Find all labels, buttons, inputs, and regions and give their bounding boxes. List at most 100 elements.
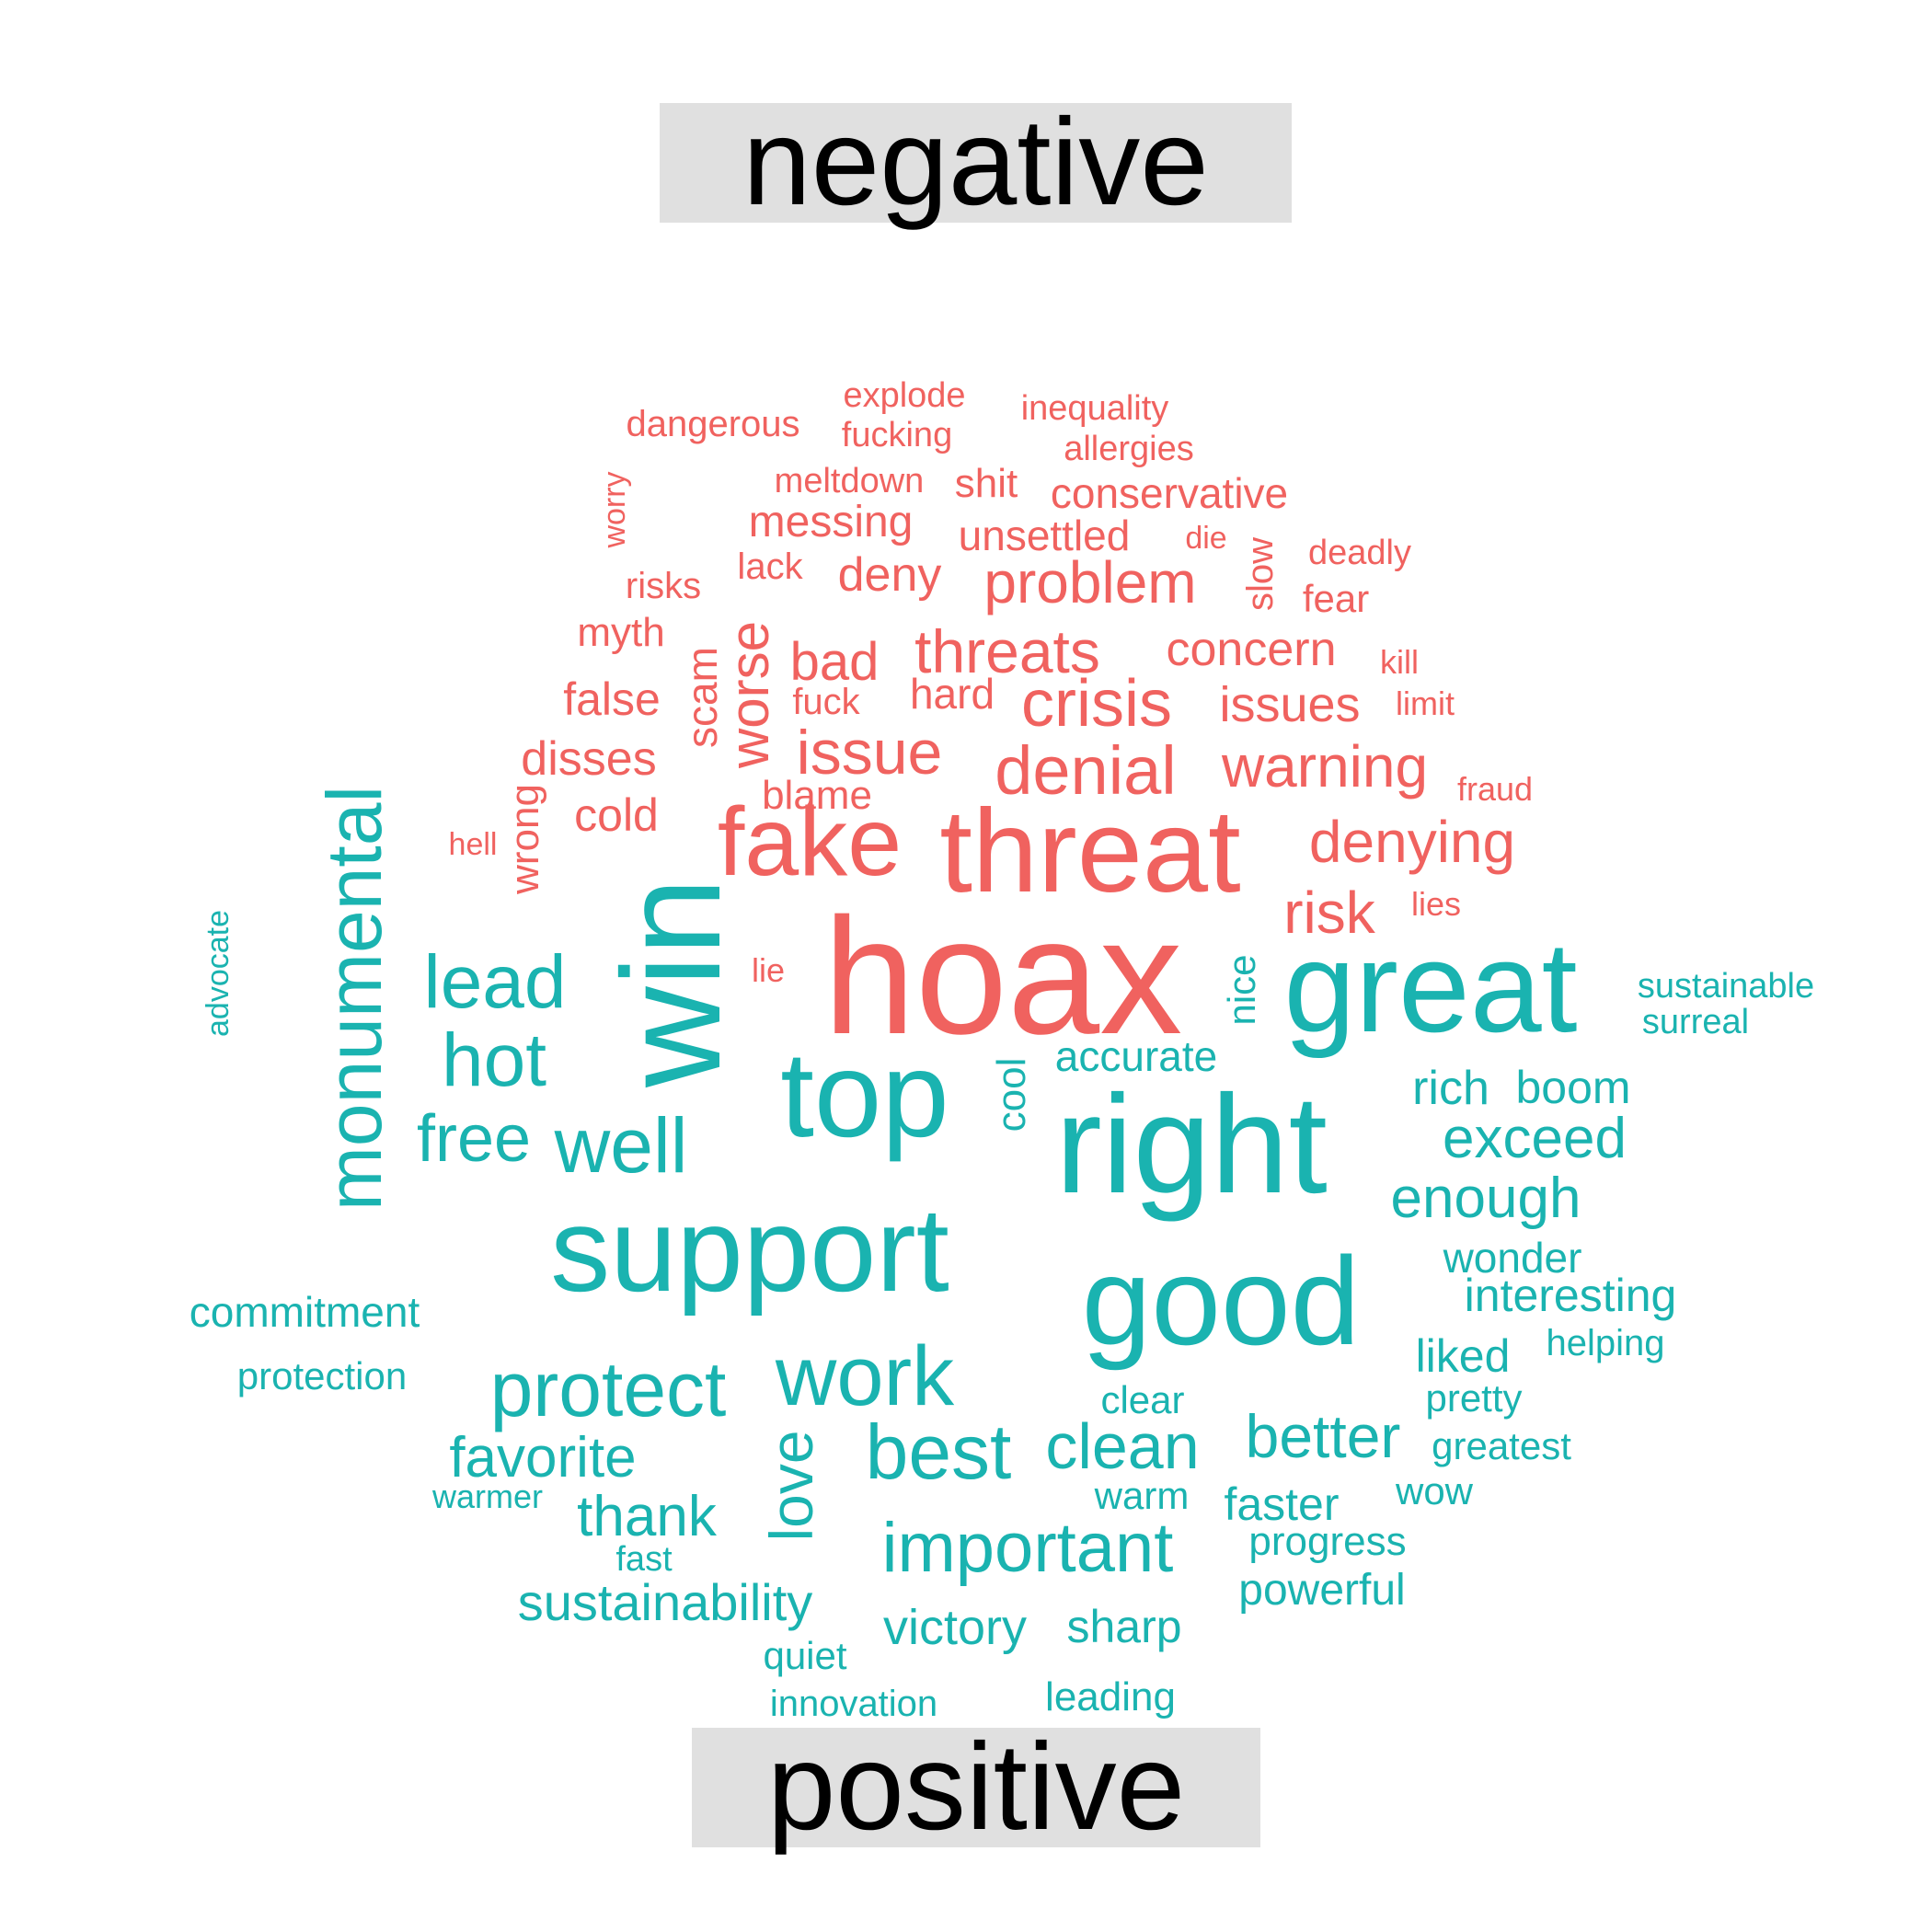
word-kill: kill (1380, 643, 1419, 681)
word-risks: risks (625, 566, 702, 606)
word-leading: leading (1045, 1674, 1176, 1719)
word-unsettled: unsettled (958, 512, 1131, 559)
word-risk: risk (1283, 880, 1375, 946)
word-win: win (593, 877, 750, 1088)
word-allergies: allergies (1064, 430, 1194, 468)
word-accurate: accurate (1054, 1032, 1218, 1080)
word-important: important (881, 1509, 1174, 1587)
word-sustainability: sustainability (517, 1573, 813, 1631)
word-die: die (1185, 521, 1227, 556)
word-limit: limit (1396, 684, 1455, 722)
word-wow: wow (1395, 1469, 1474, 1512)
word-fraud: fraud (1456, 770, 1534, 808)
word-cold: cold (574, 789, 659, 841)
word-greatest: greatest (1432, 1424, 1571, 1467)
word-denial: denial (995, 732, 1177, 809)
word-faster: faster (1224, 1478, 1340, 1530)
word-rich: rich (1412, 1062, 1489, 1115)
word-lack: lack (737, 546, 803, 587)
word-clean: clean (1045, 1410, 1200, 1482)
word-fear: fear (1302, 577, 1370, 620)
word-wrong: wrong (502, 784, 547, 894)
word-deny: deny (837, 548, 942, 602)
word-good: good (1081, 1231, 1361, 1371)
word-great: great (1283, 914, 1578, 1059)
word-explode: explode (843, 376, 966, 415)
word-messing: messing (748, 498, 914, 546)
word-monumental: monumental (311, 785, 397, 1212)
word-boom: boom (1515, 1062, 1631, 1113)
word-interesting: interesting (1464, 1270, 1677, 1321)
word-deadly: deadly (1308, 534, 1411, 572)
word-fast: fast (615, 1540, 673, 1579)
word-threats: threats (914, 617, 1100, 685)
word-worry: worry (597, 471, 632, 548)
word-blame: blame (762, 773, 872, 818)
word-pretty: pretty (1425, 1376, 1523, 1420)
word-support: support (550, 1182, 949, 1317)
word-bad: bad (789, 632, 880, 692)
word-helping: helping (1546, 1323, 1665, 1363)
word-clear: clear (1100, 1378, 1185, 1421)
word-protection: protection (236, 1354, 408, 1397)
word-right: right (1055, 1066, 1328, 1223)
word-advocate: advocate (201, 910, 236, 1037)
word-better: better (1245, 1402, 1401, 1470)
word-worse: worse (719, 620, 780, 769)
word-progress: progress (1248, 1519, 1407, 1564)
word-well: well (554, 1102, 688, 1189)
word-lead: lead (423, 940, 567, 1024)
word-scam: scam (678, 647, 726, 748)
word-concern: concern (1166, 623, 1337, 676)
word-disses: disses (521, 732, 657, 786)
word-meltdown: meltdown (774, 462, 925, 500)
word-warmer: warmer (431, 1478, 544, 1515)
word-commitment: commitment (189, 1288, 420, 1336)
word-lies: lies (1410, 885, 1462, 923)
positive-group-label: positive (692, 1726, 1260, 1849)
word-work: work (775, 1329, 955, 1423)
word-free: free (416, 1102, 532, 1176)
word-false: false (563, 673, 661, 725)
word-cool: cool (989, 1057, 1034, 1133)
word-exceed: exceed (1443, 1107, 1627, 1170)
negative-group-label: negative (660, 101, 1292, 224)
word-lie: lie (751, 951, 786, 989)
word-hard: hard (909, 670, 995, 718)
word-thank: thank (577, 1485, 717, 1548)
word-crisis: crisis (1021, 667, 1172, 741)
word-nice: nice (1220, 954, 1263, 1026)
word-threat: threat (939, 786, 1241, 917)
word-best: best (865, 1409, 1012, 1495)
word-wonder: wonder (1443, 1234, 1582, 1282)
word-hot: hot (442, 1018, 546, 1102)
word-fuck: fuck (792, 682, 860, 722)
word-conservative: conservative (1050, 469, 1289, 517)
word-love: love (757, 1430, 825, 1542)
word-issues: issues (1219, 677, 1361, 732)
word-denying: denying (1308, 809, 1516, 875)
word-quiet: quiet (763, 1634, 847, 1677)
word-protect: protect (489, 1346, 727, 1432)
word-fucking: fucking (841, 416, 953, 454)
word-victory: victory (882, 1600, 1028, 1655)
word-dangerous: dangerous (626, 404, 800, 444)
word-sustainable: sustainable (1637, 967, 1815, 1006)
word-powerful: powerful (1238, 1566, 1406, 1615)
word-enough: enough (1390, 1167, 1581, 1230)
word-myth: myth (577, 610, 665, 655)
word-top: top (780, 1027, 949, 1162)
word-inequality: inequality (1020, 389, 1169, 428)
word-issue: issue (796, 718, 943, 788)
word-liked: liked (1415, 1330, 1511, 1382)
word-warm: warm (1094, 1474, 1190, 1517)
word-sharp: sharp (1066, 1601, 1182, 1652)
word-problem: problem (983, 549, 1197, 615)
word-warning: warning (1221, 733, 1429, 799)
word-favorite: favorite (449, 1426, 637, 1489)
word-innovation: innovation (769, 1684, 938, 1724)
word-shit: shit (954, 461, 1018, 506)
word-hoax: hoax (822, 884, 1183, 1069)
word-hell: hell (448, 827, 498, 862)
